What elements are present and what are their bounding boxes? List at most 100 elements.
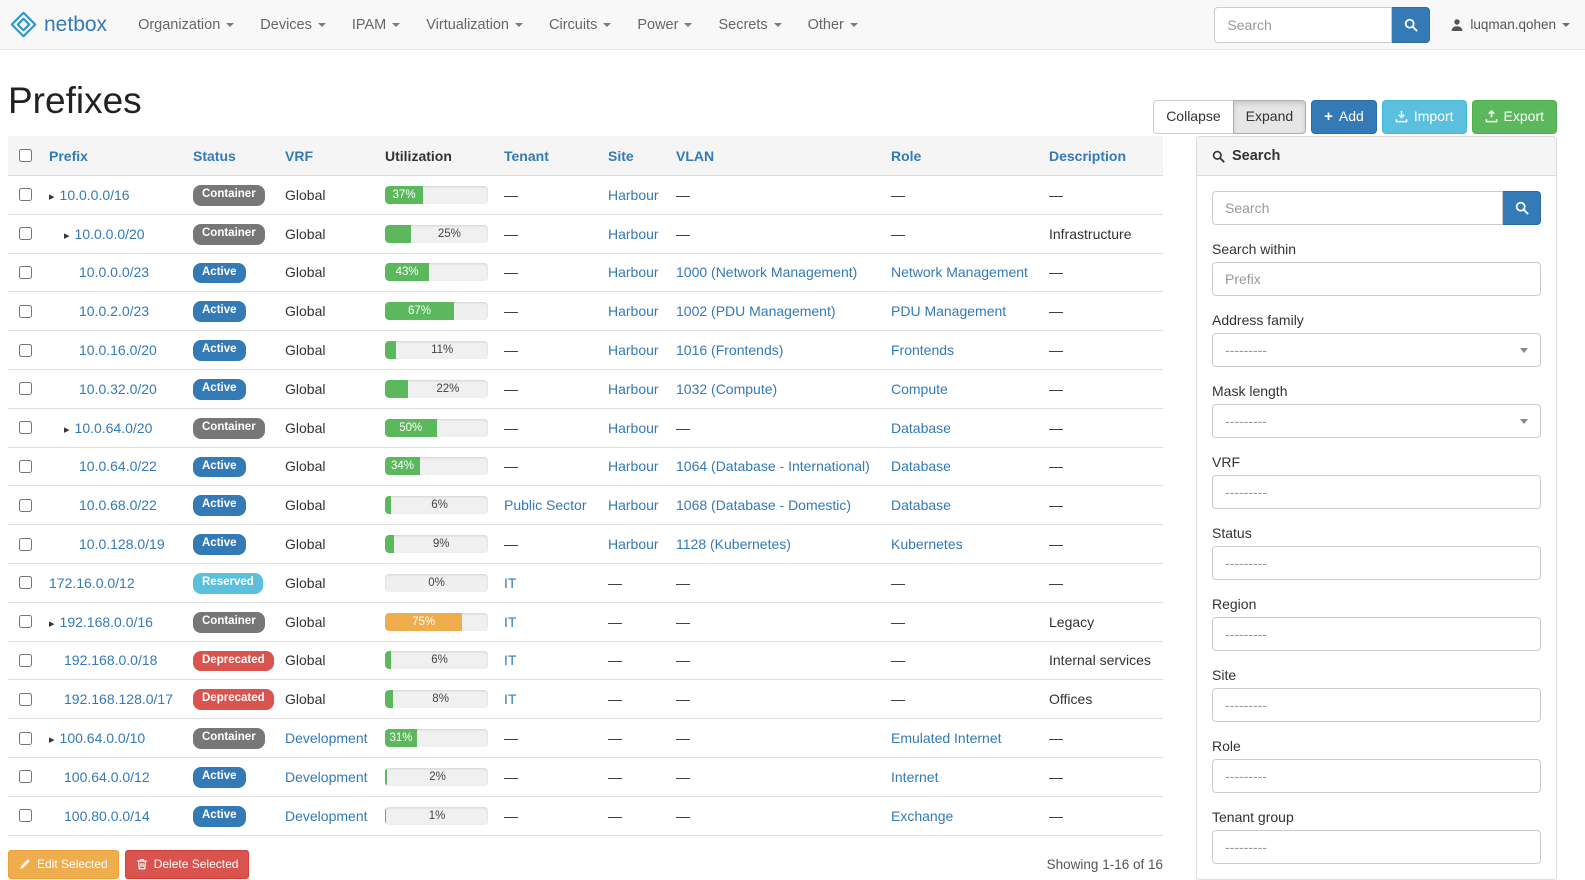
prefix-link[interactable]: 10.0.0.0/23 <box>79 264 150 281</box>
prefix-link[interactable]: 10.0.64.0/20 <box>74 419 153 436</box>
col-header-role[interactable]: Role <box>884 136 1042 176</box>
vrf-link[interactable]: Development <box>285 807 368 824</box>
navbar-search-button[interactable] <box>1392 6 1431 43</box>
add-button[interactable]: + Add <box>1311 100 1377 134</box>
filter-select-mask-length[interactable]: --------- <box>1212 404 1541 438</box>
prefix-link[interactable]: 192.168.128.0/17 <box>64 691 173 708</box>
vlan-link[interactable]: 1000 (Network Management) <box>676 264 858 281</box>
tenant-link[interactable]: IT <box>504 652 517 669</box>
role-link[interactable]: Database <box>891 419 951 436</box>
row-checkbox[interactable] <box>19 615 32 629</box>
prefix-link[interactable]: 172.16.0.0/12 <box>49 574 135 591</box>
role-link[interactable]: Compute <box>891 380 948 397</box>
role-link[interactable]: Frontends <box>891 342 955 359</box>
row-checkbox[interactable] <box>19 692 32 706</box>
row-checkbox[interactable] <box>19 188 32 202</box>
tenant-link[interactable]: IT <box>504 613 517 630</box>
nav-item-power[interactable]: Power <box>624 0 705 49</box>
user-menu[interactable]: luqman.qohen <box>1450 17 1570 32</box>
row-checkbox[interactable] <box>19 265 32 279</box>
expand-toggle-icon[interactable]: ▸ <box>49 617 55 630</box>
prefix-link[interactable]: 100.64.0.0/10 <box>59 730 146 747</box>
collapse-button[interactable]: Collapse <box>1153 100 1234 134</box>
row-checkbox[interactable] <box>19 459 32 473</box>
site-link[interactable]: Harbour <box>608 264 659 281</box>
prefix-link[interactable]: 100.64.0.0/12 <box>64 768 150 785</box>
filter-select-tenant-group[interactable]: --------- <box>1212 830 1541 864</box>
site-link[interactable]: Harbour <box>608 497 659 514</box>
prefix-link[interactable]: 10.0.68.0/22 <box>79 497 157 514</box>
navbar-search-input[interactable] <box>1214 6 1393 43</box>
expand-button[interactable]: Expand <box>1232 100 1307 134</box>
role-link[interactable]: Database <box>891 497 951 514</box>
site-link[interactable]: Harbour <box>608 380 659 397</box>
col-header-site[interactable]: Site <box>601 136 669 176</box>
filter-input-search-within[interactable] <box>1212 262 1541 296</box>
site-link[interactable]: Harbour <box>608 419 659 436</box>
prefix-link[interactable]: 10.0.32.0/20 <box>79 380 157 397</box>
nav-item-secrets[interactable]: Secrets <box>705 0 794 49</box>
import-button[interactable]: Import <box>1381 100 1467 134</box>
row-checkbox[interactable] <box>19 498 32 512</box>
vlan-link[interactable]: 1016 (Frontends) <box>676 342 784 359</box>
expand-toggle-icon[interactable]: ▸ <box>49 190 55 203</box>
vlan-link[interactable]: 1068 (Database - Domestic) <box>676 497 852 514</box>
vrf-link[interactable]: Development <box>285 730 368 747</box>
prefix-link[interactable]: 100.80.0.0/14 <box>64 807 150 824</box>
site-link[interactable]: Harbour <box>608 186 659 203</box>
row-checkbox[interactable] <box>19 304 32 318</box>
col-header-vlan[interactable]: VLAN <box>669 136 884 176</box>
vlan-link[interactable]: 1032 (Compute) <box>676 380 778 397</box>
prefix-link[interactable]: 192.168.0.0/16 <box>59 613 153 630</box>
site-link[interactable]: Harbour <box>608 536 659 553</box>
filter-search-input[interactable] <box>1212 191 1503 225</box>
row-checkbox[interactable] <box>19 421 32 435</box>
nav-item-virtualization[interactable]: Virtualization <box>413 0 536 49</box>
nav-item-devices[interactable]: Devices <box>247 0 339 49</box>
col-header-vrf[interactable]: VRF <box>278 136 378 176</box>
col-header-tenant[interactable]: Tenant <box>497 136 601 176</box>
prefix-link[interactable]: 10.0.0.0/20 <box>74 225 145 242</box>
nav-item-organization[interactable]: Organization <box>125 0 247 49</box>
role-link[interactable]: PDU Management <box>891 303 1007 320</box>
role-link[interactable]: Kubernetes <box>891 536 963 553</box>
row-checkbox[interactable] <box>19 770 32 784</box>
site-link[interactable]: Harbour <box>608 303 659 320</box>
role-link[interactable]: Internet <box>891 768 939 785</box>
site-link[interactable]: Harbour <box>608 342 659 359</box>
netbox-brand[interactable]: netbox <box>10 11 107 38</box>
filter-select-site[interactable]: --------- <box>1212 688 1541 722</box>
prefix-link[interactable]: 10.0.2.0/23 <box>79 303 150 320</box>
tenant-link[interactable]: IT <box>504 574 517 591</box>
vlan-link[interactable]: 1002 (PDU Management) <box>676 303 836 320</box>
row-checkbox[interactable] <box>19 227 32 241</box>
select-all-checkbox[interactable] <box>19 149 32 162</box>
expand-toggle-icon[interactable]: ▸ <box>64 423 70 436</box>
role-link[interactable]: Database <box>891 458 951 475</box>
prefix-link[interactable]: 10.0.16.0/20 <box>79 342 157 359</box>
row-checkbox[interactable] <box>19 343 32 357</box>
vrf-link[interactable]: Development <box>285 768 368 785</box>
row-checkbox[interactable] <box>19 382 32 396</box>
prefix-link[interactable]: 10.0.128.0/19 <box>79 536 165 553</box>
vlan-link[interactable]: 1128 (Kubernetes) <box>676 536 791 553</box>
nav-item-ipam[interactable]: IPAM <box>339 0 413 49</box>
edit-selected-button[interactable]: Edit Selected <box>8 849 119 879</box>
filter-select-address-family[interactable]: --------- <box>1212 333 1541 367</box>
prefix-link[interactable]: 192.168.0.0/18 <box>64 652 158 669</box>
expand-toggle-icon[interactable]: ▸ <box>49 734 55 747</box>
row-checkbox[interactable] <box>19 731 32 745</box>
prefix-link[interactable]: 10.0.64.0/22 <box>79 458 157 475</box>
role-link[interactable]: Emulated Internet <box>891 730 1002 747</box>
filter-select-role[interactable]: --------- <box>1212 759 1541 793</box>
row-checkbox[interactable] <box>19 809 32 823</box>
filter-search-button[interactable] <box>1503 191 1541 225</box>
prefix-link[interactable]: 10.0.0.0/16 <box>59 186 130 203</box>
role-link[interactable]: Network Management <box>891 264 1028 281</box>
row-checkbox[interactable] <box>19 653 32 667</box>
filter-select-vrf[interactable]: --------- <box>1212 475 1541 509</box>
col-header-description[interactable]: Description <box>1042 136 1163 176</box>
export-button[interactable]: Export <box>1471 100 1557 134</box>
delete-selected-button[interactable]: Delete Selected <box>124 849 250 879</box>
site-link[interactable]: Harbour <box>608 225 659 242</box>
